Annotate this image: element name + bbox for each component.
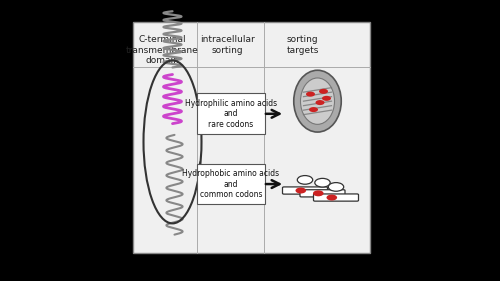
Circle shape <box>306 92 315 97</box>
Text: Hydrophilic amino acids
and
rare codons: Hydrophilic amino acids and rare codons <box>185 99 277 129</box>
Circle shape <box>316 100 324 105</box>
Text: sorting
targets: sorting targets <box>286 35 318 55</box>
Circle shape <box>315 178 330 187</box>
FancyBboxPatch shape <box>132 22 370 253</box>
FancyBboxPatch shape <box>282 187 328 194</box>
Circle shape <box>296 187 306 194</box>
Text: intracellular
sorting: intracellular sorting <box>200 35 255 55</box>
Circle shape <box>298 176 312 184</box>
Circle shape <box>309 107 318 112</box>
Circle shape <box>328 183 344 191</box>
Ellipse shape <box>294 70 341 132</box>
FancyBboxPatch shape <box>197 164 265 205</box>
Circle shape <box>319 89 328 94</box>
Text: C-terminal
transmembrane
domain: C-terminal transmembrane domain <box>126 35 199 65</box>
FancyBboxPatch shape <box>314 194 358 201</box>
Circle shape <box>326 194 337 201</box>
Circle shape <box>322 96 331 101</box>
Ellipse shape <box>300 78 334 124</box>
Circle shape <box>313 190 324 196</box>
Text: Hydrophobic amino acids
and
common codons: Hydrophobic amino acids and common codon… <box>182 169 280 199</box>
FancyBboxPatch shape <box>300 190 345 197</box>
FancyBboxPatch shape <box>197 93 265 134</box>
